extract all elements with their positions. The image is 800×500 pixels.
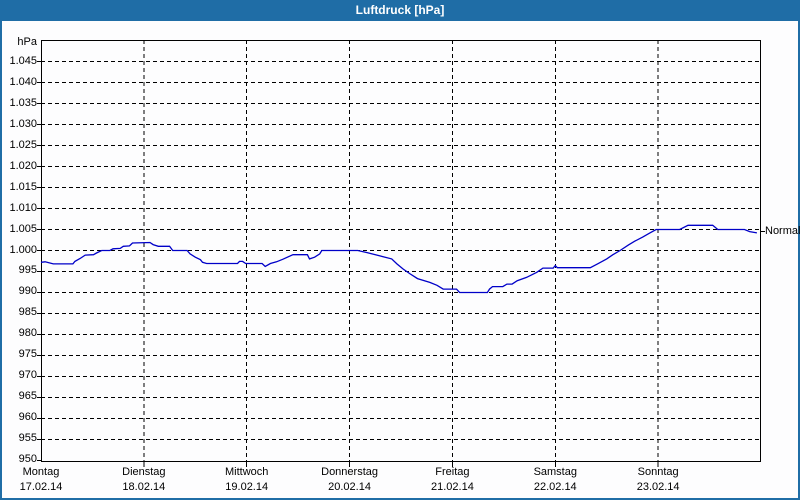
x-day-label: Dienstag [122, 466, 166, 478]
pressure-series-line [40, 224, 758, 294]
y-tick-label: 1.025 [9, 138, 37, 151]
x-day-label: Freitag [435, 466, 470, 478]
y-tick-label: 955 [18, 432, 37, 445]
x-date-label: 21.02.14 [431, 481, 474, 493]
y-tick-label: 1.030 [9, 117, 37, 130]
y-tick-label: 975 [18, 348, 37, 361]
y-tick-label: 1.015 [9, 180, 37, 193]
x-date-label: 22.02.14 [533, 481, 577, 493]
y-tick-label: 1.035 [9, 96, 37, 109]
window-title: Luftdruck [hPa] [355, 3, 445, 17]
x-day-label: Samstag [533, 466, 577, 478]
y-tick-label: 965 [18, 390, 37, 403]
y-tick-label: 995 [18, 264, 37, 277]
x-day-label: Mittwoch [225, 466, 269, 478]
pressure-line-chart [37, 40, 765, 467]
y-tick-label: 985 [18, 306, 37, 319]
y-tick-label: 990 [18, 285, 37, 298]
x-date-label: 19.02.14 [225, 481, 269, 493]
y-tick-label: 1.005 [9, 222, 37, 235]
plot-area [37, 40, 765, 467]
y-tick-label: 1.040 [9, 75, 37, 88]
y-tick-label: 1.045 [9, 54, 37, 67]
x-date-label: 20.02.14 [328, 481, 371, 493]
y-axis-unit-label: hPa [17, 36, 37, 48]
x-date-label: 17.02.14 [19, 481, 63, 493]
x-day-label: Montag [22, 466, 60, 478]
titlebar[interactable]: Luftdruck [hPa] [0, 0, 800, 21]
x-day-label: Donnerstag [321, 466, 378, 478]
y-tick-label: 1.020 [9, 159, 37, 172]
y-tick-label: 1.000 [9, 243, 37, 256]
x-day-label: Sonntag [637, 466, 679, 478]
x-date-label: 23.02.14 [636, 481, 680, 493]
y-tick-label: 950 [18, 453, 37, 466]
y-tick-label: 970 [18, 369, 37, 382]
y-tick-label: 980 [18, 327, 37, 340]
x-date-label: 18.02.14 [122, 481, 166, 493]
normal-marker-label: Normal [765, 224, 800, 237]
y-tick-label: 960 [18, 411, 37, 424]
y-tick-label: 1.010 [9, 201, 37, 214]
